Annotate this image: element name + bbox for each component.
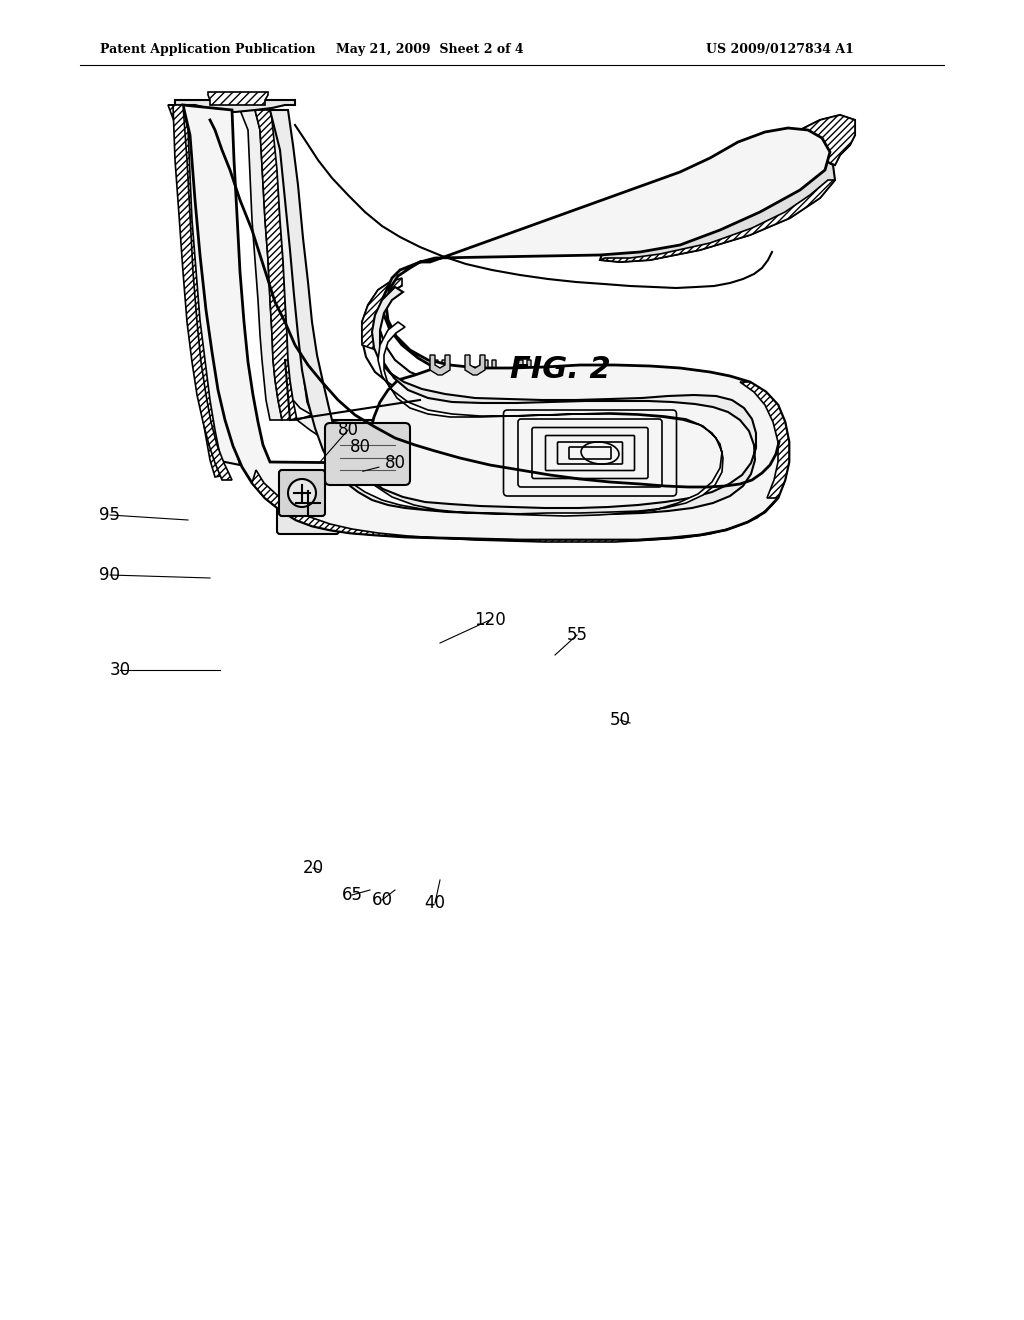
Polygon shape <box>252 470 778 543</box>
FancyBboxPatch shape <box>279 470 325 516</box>
Text: 60: 60 <box>372 891 392 909</box>
Polygon shape <box>168 106 225 477</box>
Polygon shape <box>270 110 756 513</box>
Text: 120: 120 <box>474 611 506 630</box>
Polygon shape <box>355 282 778 502</box>
Text: US 2009/0127834 A1: US 2009/0127834 A1 <box>707 44 854 57</box>
FancyBboxPatch shape <box>325 422 410 484</box>
Text: 30: 30 <box>110 661 131 678</box>
Circle shape <box>288 479 316 507</box>
Text: 90: 90 <box>99 566 121 583</box>
Polygon shape <box>430 355 450 375</box>
Text: 65: 65 <box>341 886 362 904</box>
Polygon shape <box>600 180 835 261</box>
Polygon shape <box>168 106 232 480</box>
Polygon shape <box>600 154 835 261</box>
Text: May 21, 2009  Sheet 2 of 4: May 21, 2009 Sheet 2 of 4 <box>336 44 524 57</box>
Text: 55: 55 <box>566 626 588 644</box>
Text: Patent Application Publication: Patent Application Publication <box>100 44 315 57</box>
FancyBboxPatch shape <box>337 469 395 523</box>
Polygon shape <box>430 360 446 385</box>
Text: 20: 20 <box>302 859 324 876</box>
Polygon shape <box>790 115 855 165</box>
Polygon shape <box>272 120 355 447</box>
Text: 95: 95 <box>99 506 121 524</box>
Polygon shape <box>480 360 496 385</box>
Text: 80: 80 <box>349 438 371 455</box>
Polygon shape <box>351 444 772 508</box>
Text: 80: 80 <box>338 421 358 440</box>
Text: 50: 50 <box>609 711 631 729</box>
FancyBboxPatch shape <box>325 420 425 495</box>
Text: 80: 80 <box>362 454 406 473</box>
FancyBboxPatch shape <box>278 473 339 535</box>
Polygon shape <box>790 115 855 165</box>
Polygon shape <box>175 100 295 112</box>
Polygon shape <box>740 381 790 498</box>
Polygon shape <box>175 106 240 465</box>
Polygon shape <box>515 360 531 385</box>
Polygon shape <box>350 322 723 516</box>
Polygon shape <box>465 355 485 375</box>
Polygon shape <box>362 279 402 350</box>
Polygon shape <box>183 106 830 540</box>
Polygon shape <box>240 110 282 420</box>
Polygon shape <box>748 389 775 469</box>
Text: FIG. 2: FIG. 2 <box>510 355 610 384</box>
Polygon shape <box>208 92 268 106</box>
Text: 40: 40 <box>425 894 445 912</box>
Polygon shape <box>255 110 297 420</box>
